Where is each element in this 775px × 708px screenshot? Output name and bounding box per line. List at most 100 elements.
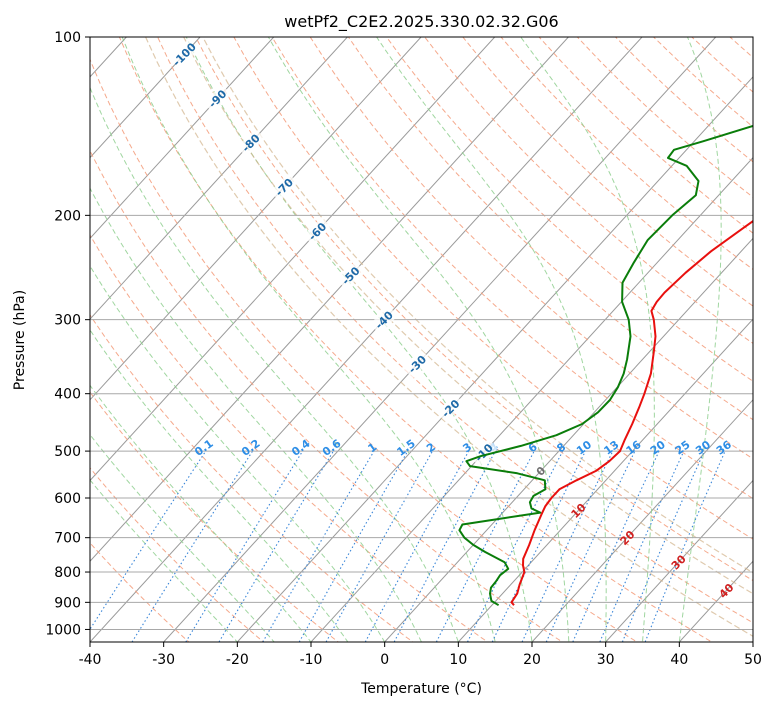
mixing-ratio-lines bbox=[90, 450, 726, 642]
moist-adiabat bbox=[90, 264, 386, 642]
mixing-ratio-label: 0.2 bbox=[239, 437, 262, 459]
isotherm-label-bg bbox=[403, 349, 432, 379]
moist-adiabat bbox=[90, 433, 275, 642]
y-tick-label: 800 bbox=[54, 565, 81, 581]
dry-adiabat bbox=[424, 37, 753, 344]
y-tick-label: 600 bbox=[54, 491, 81, 507]
profile-traces bbox=[458, 124, 753, 607]
dry-adiabat bbox=[309, 37, 753, 460]
y-axis-ticks: 100 200 300 400 500 600 700 800 900 1000 bbox=[45, 30, 90, 638]
y-tick-label: 900 bbox=[54, 595, 81, 611]
x-tick-label: 30 bbox=[597, 652, 615, 668]
dry-adiabat bbox=[90, 542, 190, 642]
mixing-ratio-line bbox=[218, 450, 334, 642]
temperature-profile bbox=[510, 219, 753, 606]
isotherm-line bbox=[90, 37, 275, 240]
mixing-ratio-line bbox=[467, 450, 564, 642]
dry-adiabat bbox=[90, 467, 265, 642]
isotherm-line bbox=[605, 479, 753, 642]
y-tick-label: 500 bbox=[54, 444, 81, 460]
isotherm-label-bg bbox=[269, 172, 299, 202]
boundary-curve bbox=[202, 37, 753, 574]
isotherm-label: -100 bbox=[170, 40, 199, 69]
moist-adiabat bbox=[678, 37, 722, 642]
mixing-ratio-line bbox=[325, 450, 433, 642]
x-axis-label: Temperature (°C) bbox=[360, 681, 482, 697]
isotherm-line bbox=[90, 37, 201, 159]
dry-adiabat bbox=[233, 37, 753, 540]
boundary-curves bbox=[145, 37, 753, 638]
isotherm-label-bg bbox=[336, 261, 365, 290]
isotherm-label-bg bbox=[303, 217, 332, 246]
dry-adiabat bbox=[691, 37, 753, 93]
isotherm-line bbox=[678, 560, 753, 642]
mixing-ratio-label: 36 bbox=[714, 438, 734, 458]
x-tick-label: -30 bbox=[152, 652, 175, 668]
isotherm-line bbox=[90, 37, 569, 563]
isotherm-line bbox=[236, 76, 753, 642]
isotherm-lines bbox=[90, 37, 753, 642]
dry-adiabat bbox=[90, 149, 564, 642]
dry-adiabat bbox=[90, 234, 489, 642]
isotherm-label-bg bbox=[236, 128, 265, 158]
mixing-ratio-line bbox=[599, 450, 685, 642]
mixing-ratio-label: 0.1 bbox=[192, 437, 215, 459]
dry-adiabat bbox=[614, 37, 753, 163]
moist-adiabat bbox=[520, 37, 655, 642]
dry-adiabat bbox=[347, 37, 753, 421]
mixing-ratio-line bbox=[131, 450, 254, 642]
mixing-ratio-line bbox=[621, 450, 705, 642]
dry-adiabat bbox=[538, 37, 753, 234]
y-tick-label: 100 bbox=[54, 30, 81, 46]
moist-adiabat bbox=[267, 37, 570, 642]
moist-adiabat bbox=[185, 37, 533, 642]
chart-title: wetPf2_C2E2.2025.330.02.32.G06 bbox=[284, 12, 558, 32]
mixing-ratio-label: 1.5 bbox=[394, 437, 417, 459]
x-tick-label: -20 bbox=[226, 652, 249, 668]
mixing-ratio-label: 0.6 bbox=[320, 437, 344, 459]
y-tick-label: 300 bbox=[54, 313, 81, 329]
mixing-ratio-label: 13 bbox=[601, 438, 621, 458]
moist-adiabat bbox=[90, 479, 239, 642]
dry-adiabat bbox=[385, 37, 753, 382]
plot-frame bbox=[89, 36, 754, 643]
isotherm-label-bg bbox=[203, 84, 232, 113]
x-tick-label: -40 bbox=[79, 652, 102, 668]
isotherm-line bbox=[90, 37, 496, 482]
moist-adiabat bbox=[376, 37, 607, 642]
mixing-ratio-label: 25 bbox=[673, 438, 693, 458]
dry-adiabat bbox=[157, 37, 753, 624]
pressure-grid bbox=[90, 37, 753, 630]
x-tick-label: -10 bbox=[300, 652, 323, 668]
mixing-ratio-line bbox=[393, 450, 496, 642]
moist-adiabat bbox=[121, 37, 496, 642]
mixing-ratio-label: 30 bbox=[693, 438, 713, 458]
y-tick-label: 200 bbox=[54, 208, 81, 224]
isotherm-label-bg bbox=[469, 438, 498, 467]
isotherm-line bbox=[752, 641, 753, 642]
boundary-curve bbox=[145, 37, 753, 638]
isotherm-label-bg bbox=[170, 40, 199, 69]
mixing-ratio-label: 20 bbox=[648, 438, 668, 458]
moist-adiabat bbox=[90, 329, 349, 642]
dry-adiabat bbox=[195, 37, 753, 582]
x-axis-ticks: -40 -30 -20 -10 0 10 20 30 40 50 bbox=[79, 642, 762, 668]
moist-adiabat bbox=[90, 187, 423, 642]
mixing-ratio-line bbox=[90, 450, 207, 631]
mixing-ratio-line bbox=[644, 450, 726, 642]
isotherm-label-bg bbox=[369, 305, 399, 335]
y-tick-label: 700 bbox=[54, 531, 81, 547]
x-tick-label: 10 bbox=[449, 652, 467, 668]
plot-area: 0.10.20.40.611.52346810131620253036-100-… bbox=[90, 37, 753, 642]
isotherm-line bbox=[90, 37, 348, 320]
mixing-ratio-label: 0.4 bbox=[289, 437, 313, 459]
dry-adiabat bbox=[729, 37, 753, 59]
dry-adiabat bbox=[90, 58, 638, 642]
x-tick-label: 50 bbox=[744, 652, 762, 668]
isotherm-line bbox=[531, 399, 753, 642]
mixing-ratio-label: 16 bbox=[624, 438, 644, 458]
mixing-ratio-label: 3 bbox=[460, 440, 474, 455]
isotherm-line bbox=[163, 37, 717, 642]
isotherm-line bbox=[384, 237, 753, 642]
mixing-ratio-line bbox=[572, 450, 660, 642]
